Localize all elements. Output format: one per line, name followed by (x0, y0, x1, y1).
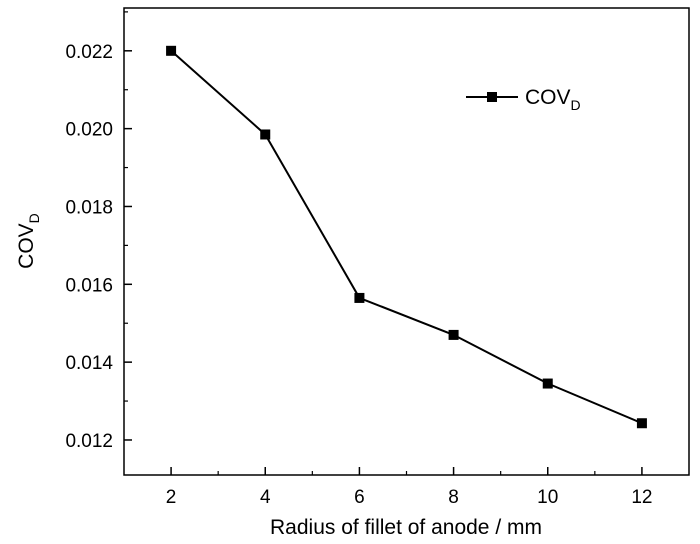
y-tick-label: 0.012 (65, 431, 113, 452)
data-point-marker (448, 329, 459, 340)
x-tick-label: 6 (354, 487, 365, 508)
plot-area-frame (123, 7, 690, 476)
x-tick-label: 12 (631, 487, 652, 508)
x-tick-label: 10 (537, 487, 558, 508)
x-axis-tick-labels: 2 4 6 8 10 12 (166, 487, 653, 508)
legend: COVD (466, 86, 581, 113)
y-axis-title: COVD (15, 213, 42, 269)
legend-label: COVD (525, 86, 581, 113)
x-axis-title: Radius of fillet of anode / mm (270, 516, 542, 539)
y-axis-title-subscript: D (26, 213, 42, 223)
legend-label-subscript: D (571, 97, 581, 113)
y-axis-tick-labels: 0.012 0.014 0.016 0.018 0.020 0.022 (65, 42, 113, 452)
y-tick-label: 0.018 (65, 197, 113, 218)
x-axis-ticks (170, 467, 643, 475)
data-point-marker (636, 418, 647, 429)
y-tick-label: 0.014 (65, 353, 113, 374)
data-point-marker (542, 378, 553, 389)
data-point-marker (354, 292, 365, 303)
x-tick-label: 4 (260, 487, 271, 508)
x-tick-label: 2 (166, 487, 177, 508)
legend-marker (487, 92, 497, 102)
y-axis-title-main: COV (15, 223, 38, 269)
data-point-marker (260, 129, 271, 140)
legend-label-main: COV (525, 86, 571, 109)
y-tick-label: 0.022 (65, 42, 113, 63)
y-tick-label: 0.016 (65, 275, 113, 296)
series-line-covd (170, 50, 643, 425)
y-tick-label: 0.020 (65, 120, 113, 141)
y-axis-ticks (124, 11, 132, 441)
x-tick-label: 8 (448, 487, 459, 508)
data-point-marker (166, 45, 177, 56)
series-markers (166, 45, 647, 429)
